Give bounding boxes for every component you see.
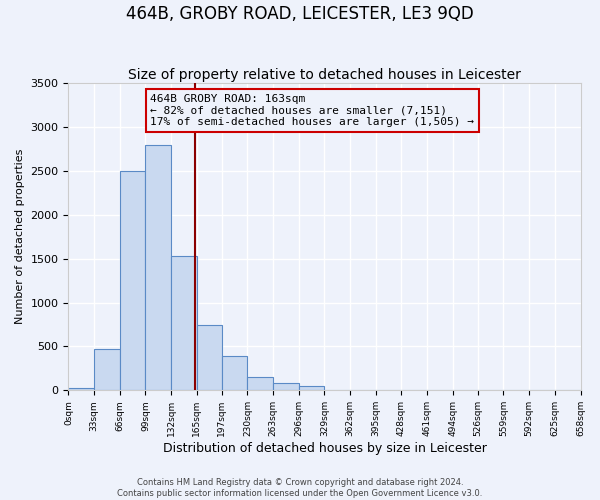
Y-axis label: Number of detached properties: Number of detached properties bbox=[15, 149, 25, 324]
Bar bbox=[145, 144, 171, 390]
Bar bbox=[299, 386, 325, 390]
X-axis label: Distribution of detached houses by size in Leicester: Distribution of detached houses by size … bbox=[163, 442, 487, 455]
Bar bbox=[197, 324, 222, 390]
Title: Size of property relative to detached houses in Leicester: Size of property relative to detached ho… bbox=[128, 68, 521, 82]
Bar bbox=[222, 356, 247, 390]
Bar bbox=[273, 384, 299, 390]
Text: 464B GROBY ROAD: 163sqm
← 82% of detached houses are smaller (7,151)
17% of semi: 464B GROBY ROAD: 163sqm ← 82% of detache… bbox=[151, 94, 475, 127]
Bar bbox=[68, 388, 94, 390]
Bar bbox=[171, 256, 197, 390]
Bar bbox=[120, 171, 145, 390]
Bar bbox=[94, 349, 120, 391]
Bar bbox=[247, 377, 273, 390]
Text: Contains HM Land Registry data © Crown copyright and database right 2024.
Contai: Contains HM Land Registry data © Crown c… bbox=[118, 478, 482, 498]
Text: 464B, GROBY ROAD, LEICESTER, LE3 9QD: 464B, GROBY ROAD, LEICESTER, LE3 9QD bbox=[126, 5, 474, 23]
